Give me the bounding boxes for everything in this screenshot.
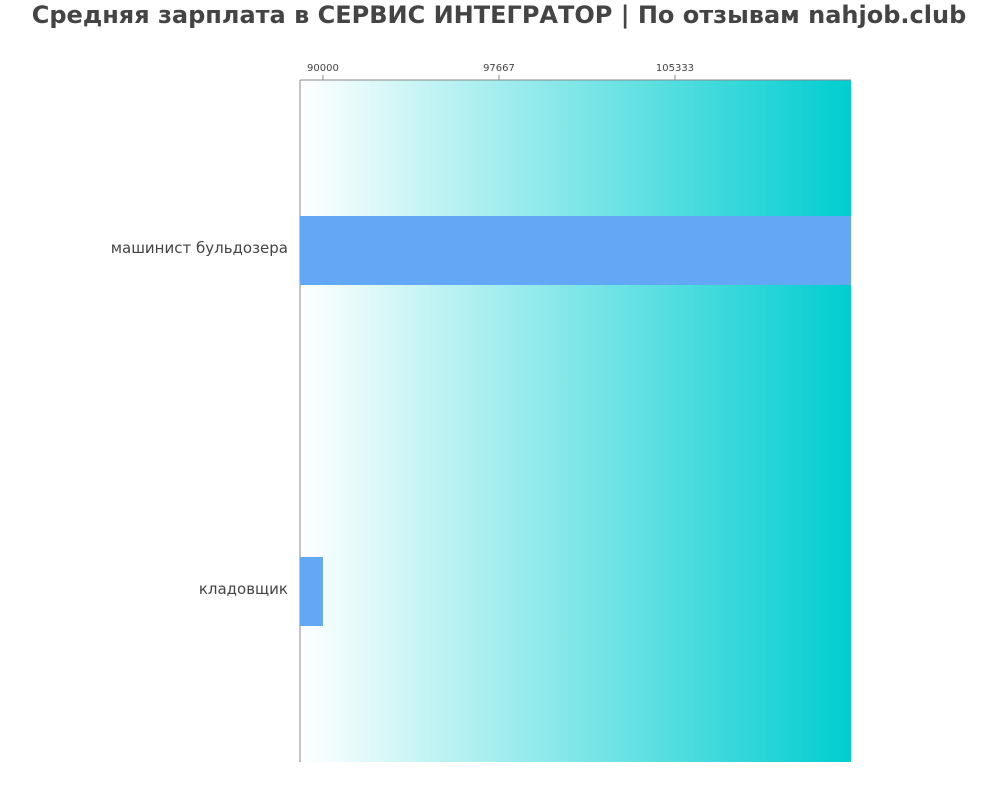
x-tick-label: 105333 [656, 63, 694, 74]
bar [300, 216, 851, 285]
y-tick-label: кладовщик [199, 580, 288, 598]
bar [300, 557, 323, 626]
y-tick-label: машинист бульдозера [111, 239, 288, 257]
x-tick-label: 97667 [483, 63, 515, 74]
x-tick-label: 90000 [307, 63, 339, 74]
chart-title: Средняя зарплата в СЕРВИС ИНТЕГРАТОР | П… [32, 1, 967, 29]
plot-background [300, 80, 851, 762]
